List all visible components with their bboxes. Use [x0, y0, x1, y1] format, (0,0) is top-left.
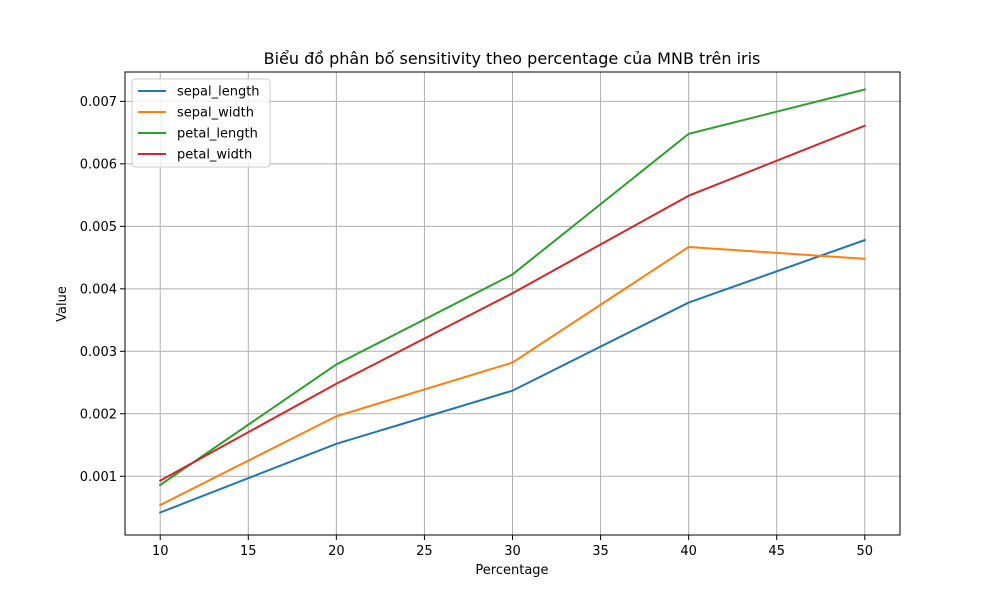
y-axis-label: Value	[55, 286, 70, 322]
legend-label-petal-width: petal_width	[177, 148, 252, 163]
series-line-petal-width	[158, 124, 867, 482]
x-tick-label: 40	[680, 544, 697, 559]
legend-label-petal-length: petal_length	[177, 127, 258, 142]
y-tick-label: 0.006	[80, 157, 117, 172]
y-axis-ticks: 0.001 0.002 0.003 0.004 0.005 0.006 0.007	[80, 95, 125, 485]
x-tick-label: 35	[592, 544, 609, 559]
x-tick-label: 25	[416, 544, 433, 559]
y-tick-label: 0.002	[80, 407, 117, 422]
series-line-petal-length	[158, 88, 866, 487]
y-tick-label: 0.003	[80, 345, 117, 360]
legend: sepal_length sepal_width petal_lengthpetal…	[131, 78, 271, 168]
legend-box	[131, 78, 271, 168]
y-tick-label: 0.001	[80, 470, 117, 485]
legend-label-sepal-width: sepal_width	[177, 106, 254, 121]
legend-label-sepal-length: sepal_length	[177, 85, 260, 100]
x-tick-label: 45	[768, 544, 785, 559]
x-tick-label: 30	[504, 544, 521, 559]
y-tick-label: 0.007	[80, 95, 117, 110]
x-axis-ticks: 10 15 20 25 30 35 40 45 50	[152, 535, 873, 559]
chart-title: Biểu đồ phân bố sensitivity theo percent…	[264, 49, 761, 68]
y-tick-label: 0.005	[80, 220, 117, 235]
x-tick-label: 15	[240, 544, 257, 559]
x-axis-label: Percentage	[475, 563, 548, 578]
x-tick-label: 10	[152, 544, 169, 559]
y-tick-label: 0.004	[80, 282, 117, 297]
series-line-sepal-width	[158, 245, 866, 507]
grid	[125, 72, 900, 535]
x-tick-label: 50	[856, 544, 873, 559]
series-lines	[158, 88, 867, 514]
series-line-sepal-length	[158, 238, 867, 514]
x-tick-label: 20	[328, 544, 345, 559]
